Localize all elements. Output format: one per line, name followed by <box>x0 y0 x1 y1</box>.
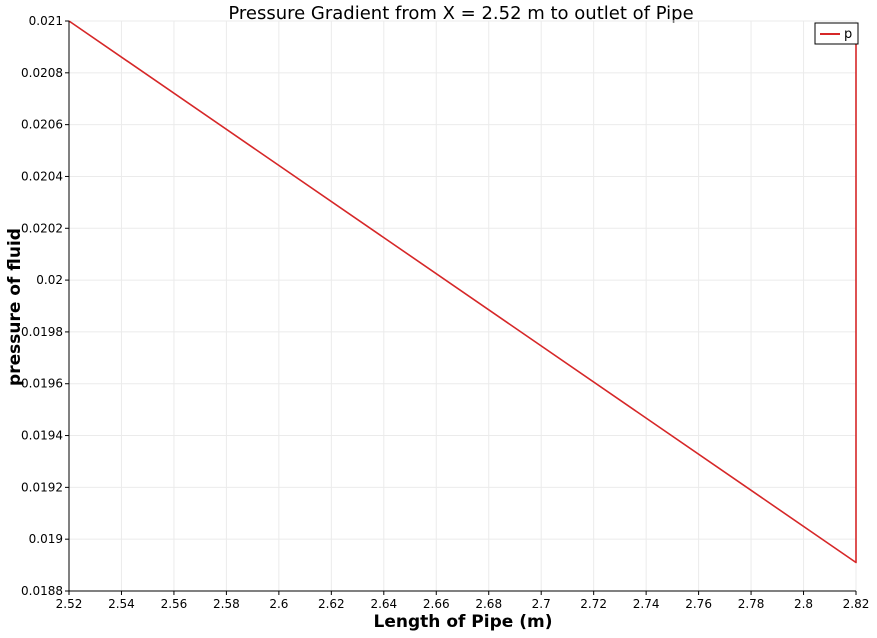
x-tick-label: 2.52 <box>56 597 83 611</box>
y-tick-label: 0.021 <box>29 14 63 28</box>
x-tick-label: 2.76 <box>685 597 712 611</box>
y-axis-label: pressure of fluid <box>5 228 25 386</box>
series-layer <box>68 20 857 564</box>
y-tick-label: 0.0204 <box>21 169 63 183</box>
chart-title: Pressure Gradient from X = 2.52 m to out… <box>228 3 693 24</box>
x-tick-label: 2.64 <box>370 597 397 611</box>
x-tick-label: 2.6 <box>269 597 288 611</box>
x-tick-labels: 2.52 2.54 2.56 2.58 2.6 2.62 2.64 2.66 2.68 2.7 2.… <box>56 597 870 611</box>
y-tick-label: 0.0206 <box>21 118 63 132</box>
x-tick-label: 2.7 <box>532 597 551 611</box>
y-tick-label: 0.0194 <box>21 429 63 443</box>
y-tick-label: 0.02 <box>36 273 63 287</box>
legend-label-p: p <box>844 27 852 42</box>
x-tick-label: 2.62 <box>318 597 345 611</box>
x-tick-label: 2.82 <box>843 597 870 611</box>
x-tick-label: 2.66 <box>423 597 450 611</box>
x-tick-label: 2.74 <box>633 597 660 611</box>
y-tick-labels: 0.01880.0190.01920.01940.01960.01980.020… <box>21 14 63 598</box>
x-tick-label: 2.8 <box>794 597 813 611</box>
y-tick-label: 0.019 <box>29 532 63 546</box>
legend: p <box>814 22 859 45</box>
y-tick-label: 0.0188 <box>21 584 63 598</box>
y-tick-label: 0.0202 <box>21 221 63 235</box>
y-tick-label: 0.0208 <box>21 66 63 80</box>
x-tick-label: 2.58 <box>213 597 240 611</box>
axes <box>65 20 857 595</box>
x-tick-label: 2.56 <box>161 597 188 611</box>
x-axis-label: Length of Pipe (m) <box>374 612 553 632</box>
x-tick-label: 2.54 <box>108 597 135 611</box>
y-tick-label: 0.0198 <box>21 325 63 339</box>
y-tick-label: 0.0192 <box>21 480 63 494</box>
x-tick-label: 2.68 <box>475 597 502 611</box>
x-tick-label: 2.78 <box>738 597 765 611</box>
y-tick-label: 0.0196 <box>21 377 63 391</box>
series-line-p <box>68 20 857 564</box>
grid <box>68 20 857 592</box>
x-tick-label: 2.72 <box>580 597 607 611</box>
